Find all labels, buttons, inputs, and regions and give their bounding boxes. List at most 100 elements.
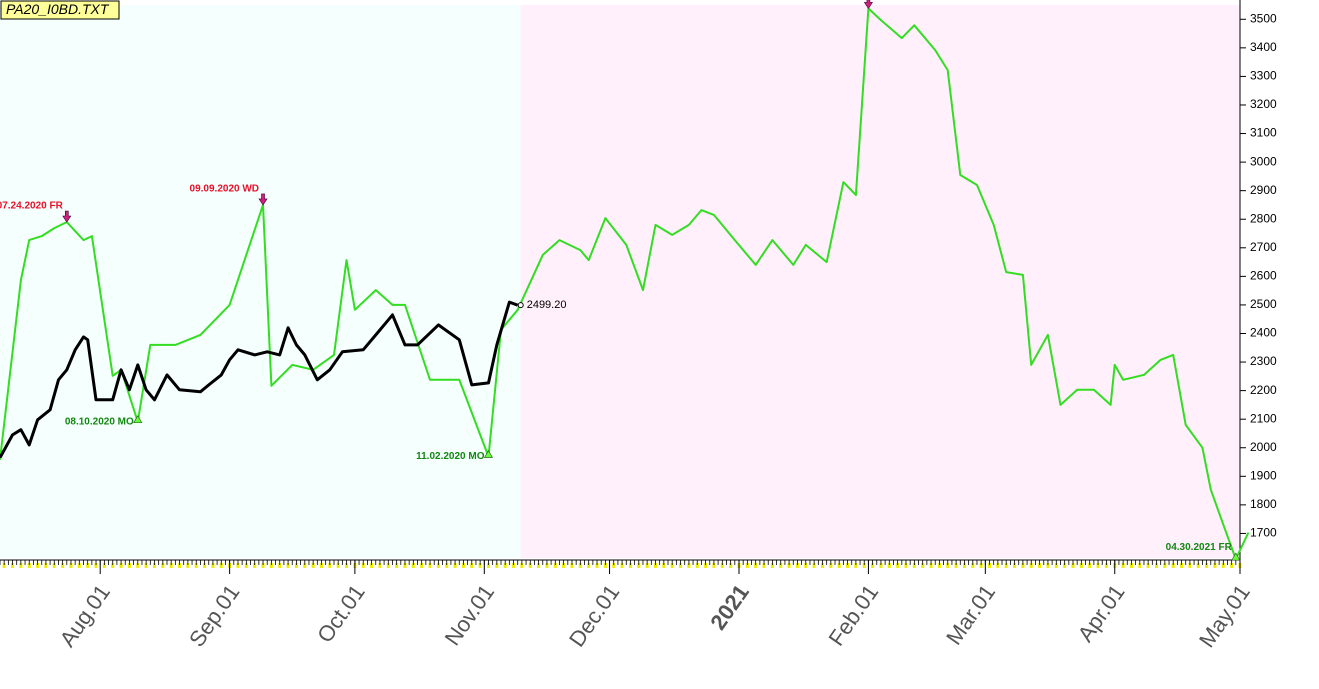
trough-label: 11.02.2020 MO <box>416 451 485 462</box>
day-marker <box>1063 563 1067 568</box>
day-marker <box>328 563 332 568</box>
day-marker <box>812 563 816 568</box>
x-tick-label: May.01 <box>1194 580 1255 652</box>
x-tick-label: Sep.01 <box>184 580 244 651</box>
day-marker <box>1121 563 1125 568</box>
day-marker <box>336 563 340 568</box>
day-marker <box>178 563 182 568</box>
projection-region <box>520 5 1240 558</box>
day-marker <box>278 563 282 568</box>
x-tick-label: Feb.01 <box>824 580 884 650</box>
x-tick-label: Nov.01 <box>440 580 500 650</box>
day-marker <box>1021 563 1025 568</box>
day-marker <box>445 563 449 568</box>
day-marker <box>979 563 983 568</box>
day-marker <box>11 563 15 568</box>
day-marker <box>495 563 499 568</box>
day-marker <box>637 563 641 568</box>
day-marker <box>161 563 165 568</box>
day-marker <box>236 563 240 568</box>
day-marker <box>795 563 799 568</box>
day-marker <box>912 563 916 568</box>
day-marker <box>36 563 40 568</box>
day-marker <box>411 563 415 568</box>
y-tick-label: 2600 <box>1250 269 1277 283</box>
y-tick-label: 2900 <box>1250 183 1277 197</box>
day-marker <box>428 563 432 568</box>
y-tick-label: 3000 <box>1250 154 1277 168</box>
day-marker <box>921 563 925 568</box>
day-marker <box>1146 563 1150 568</box>
day-marker <box>620 563 624 568</box>
day-marker <box>478 563 482 568</box>
day-marker <box>512 563 516 568</box>
day-marker <box>52 563 56 568</box>
day-marker <box>1138 563 1142 568</box>
y-tick-label: 3200 <box>1250 97 1277 111</box>
day-marker <box>319 563 323 568</box>
x-tick-label: 2021 <box>705 580 754 634</box>
day-marker <box>628 563 632 568</box>
day-marker <box>311 563 315 568</box>
title-box <box>0 0 120 20</box>
day-marker <box>937 563 941 568</box>
day-marker <box>44 563 48 568</box>
day-marker <box>169 563 173 568</box>
y-tick-label: 1800 <box>1250 497 1277 511</box>
day-marker <box>1038 563 1042 568</box>
peak-label: 07.24.2020 FR <box>0 201 64 212</box>
day-marker <box>754 563 758 568</box>
day-marker <box>1221 563 1225 568</box>
y-tick-label: 1700 <box>1250 526 1277 540</box>
trough-marker <box>133 415 143 424</box>
day-marker <box>720 563 724 568</box>
day-marker <box>69 563 73 568</box>
day-marker <box>1054 563 1058 568</box>
day-marker <box>745 563 749 568</box>
day-marker <box>879 563 883 568</box>
day-marker <box>361 563 365 568</box>
day-marker <box>111 563 115 568</box>
day-marker <box>570 563 574 568</box>
day-marker <box>712 563 716 568</box>
day-marker <box>946 563 950 568</box>
day-marker <box>61 563 65 568</box>
day-marker <box>453 563 457 568</box>
day-marker <box>1180 563 1184 568</box>
day-marker <box>562 563 566 568</box>
day-marker <box>1013 563 1017 568</box>
day-marker <box>395 563 399 568</box>
trough-marker <box>1231 552 1241 561</box>
day-marker <box>219 563 223 568</box>
day-marker <box>787 563 791 568</box>
x-tick-label: Aug.01 <box>55 580 115 651</box>
day-marker <box>820 563 824 568</box>
day-marker <box>854 563 858 568</box>
day-marker <box>704 563 708 568</box>
line-series <box>0 7 1250 561</box>
day-marker <box>829 563 833 568</box>
day-marker <box>1046 563 1050 568</box>
day-marker <box>386 563 390 568</box>
day-marker <box>1004 563 1008 568</box>
y-tick-label: 2000 <box>1250 440 1277 454</box>
peak-label: 09.09.2020 WD <box>190 184 260 195</box>
day-marker <box>127 563 131 568</box>
day-marker <box>294 563 298 568</box>
y-tick-label: 3400 <box>1250 40 1277 54</box>
day-marker <box>1163 563 1167 568</box>
day-marker <box>19 563 23 568</box>
day-marker <box>86 563 90 568</box>
day-marker <box>904 563 908 568</box>
day-marker <box>962 563 966 568</box>
day-marker <box>804 563 808 568</box>
day-marker <box>545 563 549 568</box>
day-marker <box>345 563 349 568</box>
day-marker <box>1071 563 1075 568</box>
day-marker <box>119 563 123 568</box>
day-marker <box>286 563 290 568</box>
day-marker <box>1213 563 1217 568</box>
day-marker <box>136 563 140 568</box>
